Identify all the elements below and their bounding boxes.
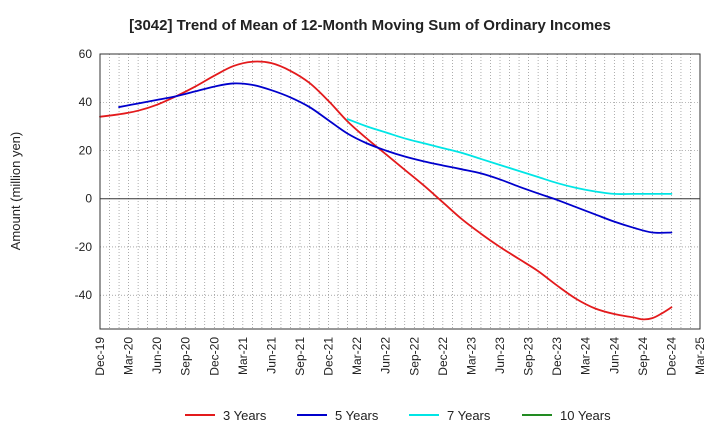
x-tick-label: Mar-25 [693,337,707,375]
y-tick-labels: 60 40 20 0 -20 -40 [75,47,93,302]
series-group [99,60,673,321]
legend-label-3-years: 3 Years [223,408,267,423]
x-tick-label: Jun-21 [264,337,278,374]
x-tick-label: Dec-20 [207,337,221,376]
legend: 3 Years 5 Years 7 Years 10 Years [185,408,611,423]
x-tick-label: Jun-22 [379,337,393,374]
x-tick-label: Sep-22 [407,337,421,376]
x-tick-label: Dec-24 [664,337,678,376]
grid [100,53,700,329]
y-tick-label: 40 [79,95,93,109]
x-tick-label: Sep-23 [522,337,536,376]
legend-label-7-years: 7 Years [447,408,491,423]
x-tick-label: Dec-23 [550,337,564,376]
y-tick-label: 60 [79,47,93,61]
x-tick-label: Sep-20 [179,337,193,376]
x-tick-label: Jun-20 [150,337,164,374]
y-tick-label: 0 [85,192,92,206]
x-tick-label: Mar-23 [464,337,478,375]
x-tick-label: Dec-19 [93,337,107,376]
series-line-3-years [99,60,673,321]
y-tick-label: -20 [75,240,93,254]
x-tick-label: Jun-23 [493,337,507,374]
x-tick-label: Sep-24 [636,337,650,376]
series-line-5-years [118,82,673,234]
x-tick-label: Mar-22 [350,337,364,375]
y-axis-label: Amount (million yen) [8,132,23,251]
x-tick-label: Mar-24 [579,337,593,375]
series-line-7-years [346,118,673,195]
legend-label-5-years: 5 Years [335,408,379,423]
y-tick-label: -40 [75,288,93,302]
chart-title: [3042] Trend of Mean of 12-Month Moving … [129,17,611,34]
x-tick-label: Dec-21 [322,337,336,376]
x-tick-label: Mar-21 [236,337,250,375]
x-tick-labels: Dec-19 Mar-20 Jun-20 Sep-20 Dec-20 Mar-21 Jun-… [93,337,707,376]
x-tick-label: Mar-20 [122,337,136,375]
x-tick-label: Sep-21 [293,337,307,376]
x-tick-label: Jun-24 [607,337,621,374]
plot-frame [99,53,701,330]
x-tick-label: Dec-22 [436,337,450,376]
y-tick-label: 20 [79,143,93,157]
legend-label-10-years: 10 Years [560,408,611,423]
